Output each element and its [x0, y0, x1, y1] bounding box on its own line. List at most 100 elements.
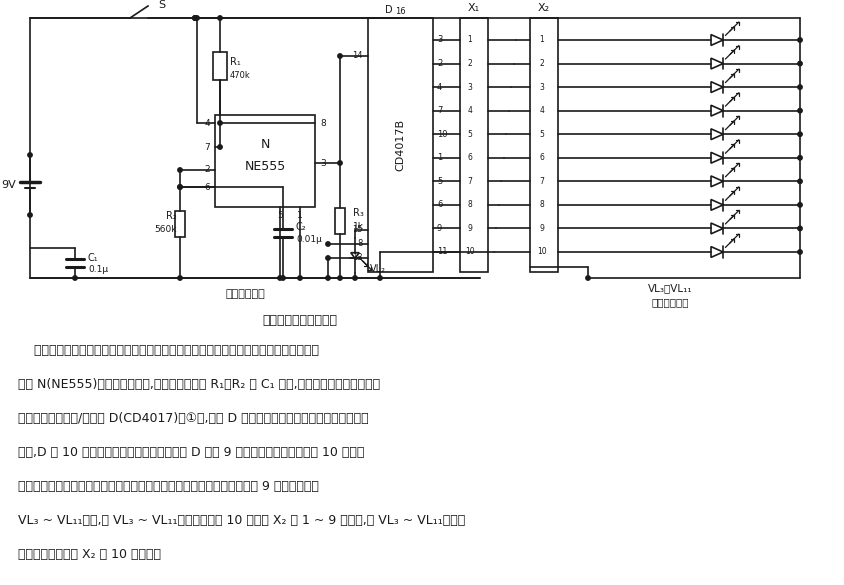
Bar	[214, 115, 315, 207]
Circle shape	[278, 276, 282, 280]
Text: 相互连接起来并与 X₂ 的 10 脚相连。: 相互连接起来并与 X₂ 的 10 脚相连。	[18, 548, 161, 560]
Circle shape	[797, 61, 801, 66]
Circle shape	[585, 276, 589, 280]
Text: 5: 5	[436, 177, 441, 186]
Text: 8: 8	[357, 239, 363, 249]
Text: 10: 10	[436, 130, 447, 139]
Text: 4: 4	[467, 106, 472, 115]
Text: 4: 4	[204, 119, 210, 128]
Polygon shape	[710, 105, 722, 116]
Text: 7: 7	[539, 177, 544, 186]
Circle shape	[192, 16, 197, 20]
Text: 10: 10	[537, 247, 546, 256]
Bar	[334, 208, 344, 233]
Text: 8: 8	[320, 119, 326, 128]
Text: D: D	[384, 5, 392, 15]
Text: 10: 10	[465, 247, 474, 256]
Text: R₂: R₂	[166, 211, 176, 221]
Circle shape	[195, 16, 199, 20]
Text: 3: 3	[436, 36, 442, 44]
Text: 状态指示电路: 状态指示电路	[651, 297, 688, 307]
Text: 相连。这样就构成了电缆通断指示电路的输入电路部分。状态指示电路由 9 只发光二极管: 相连。这样就构成了电缆通断指示电路的输入电路部分。状态指示电路由 9 只发光二极…	[18, 480, 318, 493]
Circle shape	[28, 213, 32, 217]
Polygon shape	[710, 82, 722, 92]
Circle shape	[326, 242, 330, 246]
Text: 13: 13	[352, 253, 363, 263]
Text: 2: 2	[539, 59, 544, 68]
Circle shape	[797, 132, 801, 136]
Text: 该电路由信号输出电路和状态指示电路组成，它们分别接在被测电缆芯线的两端。时基: 该电路由信号输出电路和状态指示电路组成，它们分别接在被测电缆芯线的两端。时基	[18, 343, 319, 356]
Circle shape	[192, 16, 197, 20]
Text: 9: 9	[467, 224, 472, 233]
Bar	[213, 52, 227, 80]
Text: C₁: C₁	[88, 253, 99, 263]
Text: 0.1μ: 0.1μ	[88, 266, 108, 274]
Circle shape	[177, 168, 182, 172]
Text: 6: 6	[539, 153, 544, 162]
Text: 1: 1	[467, 36, 472, 44]
Bar	[459, 18, 488, 272]
Circle shape	[326, 276, 330, 280]
Text: 1: 1	[539, 36, 544, 44]
Circle shape	[797, 202, 801, 207]
Polygon shape	[710, 247, 722, 257]
Text: 9: 9	[539, 224, 544, 233]
Circle shape	[73, 276, 77, 280]
Text: 11: 11	[436, 247, 447, 256]
Circle shape	[797, 38, 801, 42]
Text: 15: 15	[352, 225, 363, 235]
Text: 2: 2	[436, 59, 441, 68]
Circle shape	[280, 276, 285, 280]
Text: 470k: 470k	[230, 71, 251, 81]
Text: VL₂: VL₂	[370, 264, 386, 274]
Polygon shape	[710, 58, 722, 69]
Circle shape	[297, 276, 302, 280]
Circle shape	[338, 54, 342, 58]
Circle shape	[177, 276, 182, 280]
Polygon shape	[350, 253, 359, 259]
Circle shape	[326, 256, 330, 260]
Text: 2: 2	[467, 59, 472, 68]
Text: CD4017B: CD4017B	[395, 119, 405, 171]
Text: 560k: 560k	[154, 225, 176, 235]
Text: 1: 1	[436, 153, 441, 162]
Text: S: S	[159, 0, 165, 10]
Circle shape	[192, 16, 197, 20]
Text: R₃: R₃	[353, 208, 364, 218]
Text: 9V: 9V	[1, 180, 16, 190]
Text: 输入,D 的 10 个输出端会依次出现高电平。将 D 的前 9 个输出端和电源地与一个 10 芯插座: 输入,D 的 10 个输出端会依次出现高电平。将 D 的前 9 个输出端和电源地…	[18, 446, 364, 459]
Text: 2: 2	[204, 166, 210, 174]
Text: 0.01μ: 0.01μ	[295, 235, 322, 244]
Text: 6: 6	[467, 153, 472, 162]
Text: 9: 9	[436, 224, 441, 233]
Circle shape	[797, 108, 801, 113]
Circle shape	[353, 276, 357, 280]
Circle shape	[218, 145, 222, 149]
Text: 14: 14	[352, 51, 363, 60]
Text: 3: 3	[467, 82, 472, 92]
Text: 5: 5	[277, 211, 283, 219]
Circle shape	[797, 250, 801, 254]
Circle shape	[797, 179, 801, 184]
Text: 7: 7	[467, 177, 472, 186]
Polygon shape	[710, 223, 722, 234]
Circle shape	[177, 185, 182, 189]
Text: 8: 8	[539, 201, 544, 209]
Text: 4: 4	[436, 82, 441, 92]
Text: 3: 3	[539, 82, 544, 92]
Polygon shape	[710, 176, 722, 187]
Text: X₂: X₂	[538, 3, 549, 13]
Text: 16: 16	[395, 8, 405, 16]
Circle shape	[797, 226, 801, 230]
Text: 7: 7	[204, 143, 210, 152]
Circle shape	[218, 121, 222, 125]
Bar	[529, 18, 557, 272]
Text: 7: 7	[436, 106, 442, 115]
Circle shape	[28, 153, 32, 157]
Text: 1: 1	[297, 211, 302, 219]
Text: 3: 3	[320, 159, 326, 167]
Text: NE555: NE555	[244, 160, 285, 174]
Text: VL₃ ~ VL₁₁组成,将 VL₃ ~ VL₁₁的正端分别与 10 芯插座 X₂ 的 1 ~ 9 脚相连,将 VL₃ ~ VL₁₁的负端: VL₃ ~ VL₁₁组成,将 VL₃ ~ VL₁₁的正端分别与 10 芯插座 X…	[18, 514, 465, 526]
Text: 4: 4	[539, 106, 544, 115]
Text: 1k: 1k	[353, 222, 364, 231]
